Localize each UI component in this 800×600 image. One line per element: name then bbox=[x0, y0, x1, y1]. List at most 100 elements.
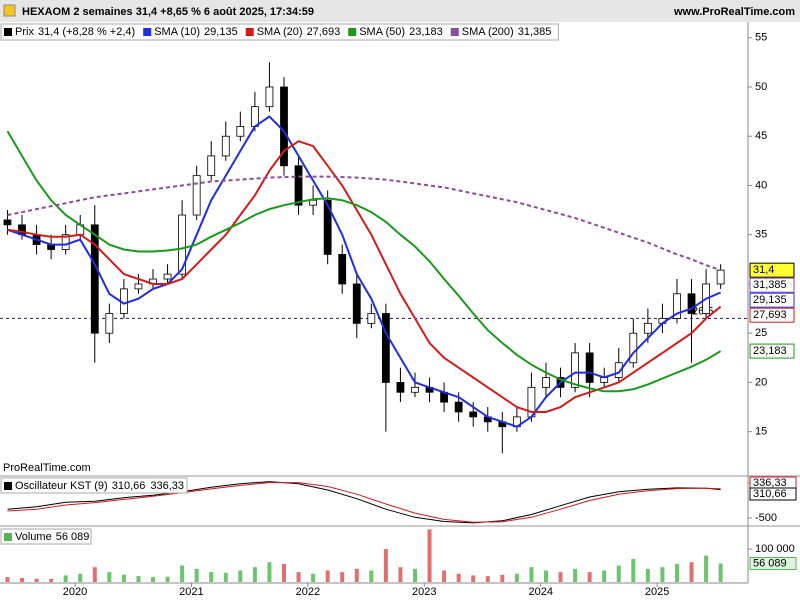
x-tick-label: 2023 bbox=[412, 586, 436, 598]
candle-body bbox=[207, 155, 216, 177]
legend-label: Oscillateur KST (9) bbox=[15, 480, 108, 492]
legend-label: Volume bbox=[15, 531, 52, 543]
volume-bar bbox=[296, 572, 301, 582]
last-value-label: 27,693 bbox=[753, 309, 787, 321]
legend-value: 23,183 bbox=[409, 26, 443, 38]
candle-body bbox=[454, 401, 463, 413]
legend-label: SMA (10) bbox=[154, 26, 200, 38]
x-tick-label: 2024 bbox=[528, 586, 552, 598]
candle-body bbox=[90, 224, 99, 334]
candle-body bbox=[294, 165, 303, 206]
last-value-box bbox=[749, 292, 795, 308]
volume-bar bbox=[49, 579, 54, 582]
candle-body bbox=[629, 332, 638, 364]
last-value-label: 31,4 bbox=[753, 264, 774, 276]
site-link: www.ProRealTime.com bbox=[673, 6, 795, 18]
candle-body bbox=[178, 214, 187, 275]
sma-line bbox=[7, 175, 721, 272]
oscillator-line bbox=[7, 481, 721, 524]
volume-bar bbox=[412, 568, 417, 582]
volume-bar bbox=[573, 568, 578, 582]
volume-bar bbox=[107, 572, 112, 582]
candle-body bbox=[134, 283, 143, 290]
y-tick-label: 45 bbox=[755, 130, 767, 142]
y-tick-label: 20 bbox=[755, 376, 767, 388]
volume-bar bbox=[369, 570, 374, 582]
volume-bar bbox=[427, 529, 432, 582]
candle-body bbox=[571, 352, 579, 388]
volume-bar bbox=[136, 576, 141, 582]
last-value-label: 310,66 bbox=[753, 488, 787, 500]
volume-bar bbox=[180, 565, 185, 582]
volume-bar bbox=[121, 574, 126, 582]
volume-bar bbox=[151, 577, 155, 582]
watermark: ProRealTime.com bbox=[3, 462, 91, 474]
candle-body bbox=[643, 322, 652, 334]
y-tick-label: 50 bbox=[755, 81, 767, 93]
legend-label: SMA (20) bbox=[257, 26, 303, 38]
volume-bar bbox=[471, 575, 476, 582]
volume-bar bbox=[340, 572, 345, 582]
legend-swatch bbox=[143, 28, 152, 36]
legend-value: 31,385 bbox=[518, 26, 552, 38]
sma-line bbox=[7, 115, 721, 428]
volume-bar bbox=[718, 563, 723, 582]
x-tick-label: 2020 bbox=[63, 586, 87, 598]
candle-body bbox=[323, 199, 332, 255]
last-value-box bbox=[749, 487, 797, 501]
volume-bar bbox=[209, 572, 214, 582]
candle-body bbox=[338, 254, 347, 285]
legend-label: SMA (50) bbox=[359, 26, 405, 38]
candle-body bbox=[367, 313, 376, 324]
volume-bar bbox=[456, 573, 461, 582]
header-bar bbox=[0, 0, 800, 22]
candle-body bbox=[265, 86, 274, 108]
y-tick-label: 35 bbox=[755, 229, 767, 241]
volume-bar bbox=[223, 572, 228, 582]
volume-bar bbox=[485, 576, 490, 582]
candle-body bbox=[105, 313, 114, 334]
legend-value: 310,66 bbox=[112, 480, 146, 492]
volume-bar bbox=[631, 558, 636, 582]
sma-line bbox=[7, 140, 722, 413]
candle-body bbox=[381, 313, 390, 383]
y-tick-label: -500 bbox=[755, 512, 777, 524]
last-value-label: 29,135 bbox=[753, 294, 787, 306]
volume-bar bbox=[20, 578, 25, 582]
legend-value: 56 089 bbox=[56, 531, 90, 543]
candle-body bbox=[411, 386, 419, 393]
candle-body bbox=[614, 362, 623, 378]
candle-body bbox=[250, 106, 259, 127]
volume-bar bbox=[514, 573, 519, 582]
last-value-label: 56 089 bbox=[753, 557, 787, 569]
candle-body bbox=[236, 125, 245, 137]
legend-value: 27,693 bbox=[307, 26, 341, 38]
last-value-box bbox=[749, 307, 795, 323]
volume-bar bbox=[660, 567, 665, 582]
volume-bar bbox=[616, 565, 621, 582]
y-tick-label: 100 000 bbox=[755, 543, 795, 555]
volume-bar bbox=[674, 563, 679, 582]
volume-bar bbox=[500, 574, 505, 582]
x-tick-label: 2021 bbox=[179, 586, 203, 598]
volume-bar bbox=[442, 570, 447, 582]
volume-bar bbox=[92, 567, 97, 582]
volume-bar bbox=[165, 576, 170, 582]
sma-line bbox=[6, 130, 722, 393]
x-tick-label: 2025 bbox=[645, 586, 669, 598]
candle-body bbox=[61, 234, 70, 250]
candle-body bbox=[542, 377, 550, 388]
legend-value: 29,135 bbox=[204, 26, 238, 38]
legend-swatch bbox=[348, 28, 357, 36]
legend-label: SMA (200) bbox=[462, 26, 514, 38]
last-value-box bbox=[749, 343, 795, 359]
volume-bar bbox=[5, 577, 10, 582]
legend-swatch bbox=[4, 482, 12, 490]
candle-body bbox=[396, 382, 405, 393]
volume-bar bbox=[689, 562, 694, 582]
header-title: HEXAOM 2 semaines 31,4 +8,65 % 6 août 20… bbox=[22, 6, 314, 18]
volume-bar bbox=[267, 562, 272, 582]
legend-swatch bbox=[245, 28, 254, 36]
